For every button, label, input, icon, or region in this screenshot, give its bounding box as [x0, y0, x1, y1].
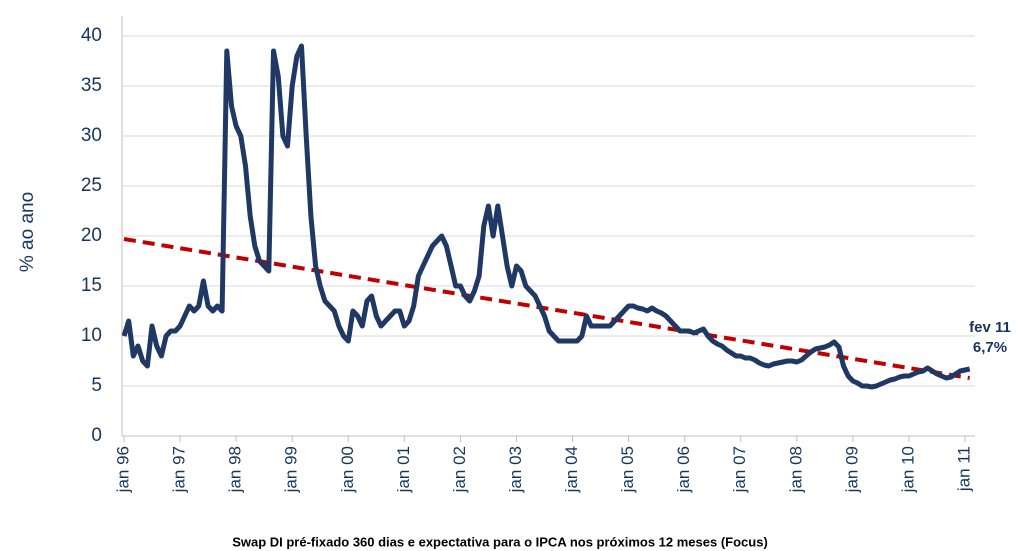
y-tick-label: 40: [81, 25, 102, 46]
y-tick-label: 10: [81, 325, 102, 346]
x-tick-label: jan 10: [898, 446, 917, 493]
x-tick-label: jan 96: [113, 446, 132, 493]
x-tick-label: jan 06: [674, 446, 693, 493]
y-tick-label: 20: [81, 225, 102, 246]
annotation: fev 11: [969, 319, 1011, 336]
x-tick-label: jan 01: [394, 446, 413, 493]
x-tick-label: jan 07: [730, 446, 749, 493]
x-tick-label: jan 08: [786, 446, 805, 493]
x-tick-label: jan 98: [226, 446, 245, 493]
chart: % ao ano fev 11 6,7% Swap DI pré-fixado …: [0, 0, 1016, 551]
y-tick-label: 0: [91, 425, 102, 446]
x-tick-label: jan 11: [954, 446, 973, 492]
x-tick-label: jan 00: [338, 446, 357, 493]
y-tick-label: 30: [81, 125, 102, 146]
y-tick-label: 5: [91, 375, 102, 396]
x-tick-label: jan 05: [618, 446, 637, 493]
annotation: 6,7%: [973, 339, 1007, 356]
x-tick-label: jan 04: [562, 446, 581, 493]
x-tick-label: jan 03: [506, 446, 525, 493]
y-tick-label: 25: [81, 175, 102, 196]
y-axis-label: % ao ano: [17, 192, 38, 272]
y-tick-label: 15: [81, 275, 102, 296]
x-tick-label: jan 09: [842, 446, 861, 493]
y-tick-label: 35: [81, 75, 102, 96]
x-tick-label: jan 99: [282, 446, 301, 493]
x-tick-label: jan 02: [450, 446, 469, 493]
chart-title: Swap DI pré-fixado 360 dias e expectativ…: [232, 534, 768, 549]
x-tick-label: jan 97: [170, 446, 189, 493]
